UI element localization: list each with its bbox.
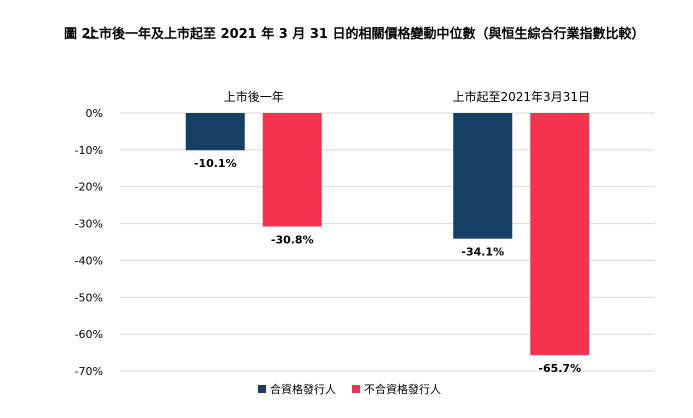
chart-title: 圖 2： 上市後一年及上市起至 2021 年 3 月 31 日的相關價格變動中位…: [64, 22, 676, 47]
figure-label: 圖 2：: [64, 27, 104, 42]
legend-swatch: [352, 385, 360, 393]
bar: [185, 113, 245, 151]
bar: [453, 113, 513, 239]
y-tick-label: -50%: [75, 291, 103, 304]
data-label: -30.8%: [271, 234, 314, 247]
data-label: -34.1%: [461, 246, 504, 259]
figure-title: 上市後一年及上市起至 2021 年 3 月 31 日的相關價格變動中位數（與恒生…: [86, 27, 645, 42]
data-label: -65.7%: [538, 362, 581, 375]
category-label: 上市後一年: [224, 89, 284, 104]
y-tick-label: -20%: [75, 181, 103, 194]
legend-swatch: [258, 385, 266, 393]
y-tick-label: -40%: [75, 254, 103, 267]
data-label: -10.1%: [194, 157, 237, 170]
bar: [530, 113, 590, 356]
y-tick-label: -30%: [75, 218, 103, 231]
y-tick-label: -60%: [75, 328, 103, 341]
y-tick-label: -70%: [75, 365, 103, 378]
category-label: 上市起至2021年3月31日: [453, 89, 590, 104]
y-tick-label: 0%: [86, 107, 103, 120]
bar: [262, 113, 322, 227]
y-tick-label: -10%: [75, 144, 103, 157]
legend-label: 合資格發行人: [270, 382, 336, 396]
legend-label: 不合資格發行人: [364, 382, 441, 396]
